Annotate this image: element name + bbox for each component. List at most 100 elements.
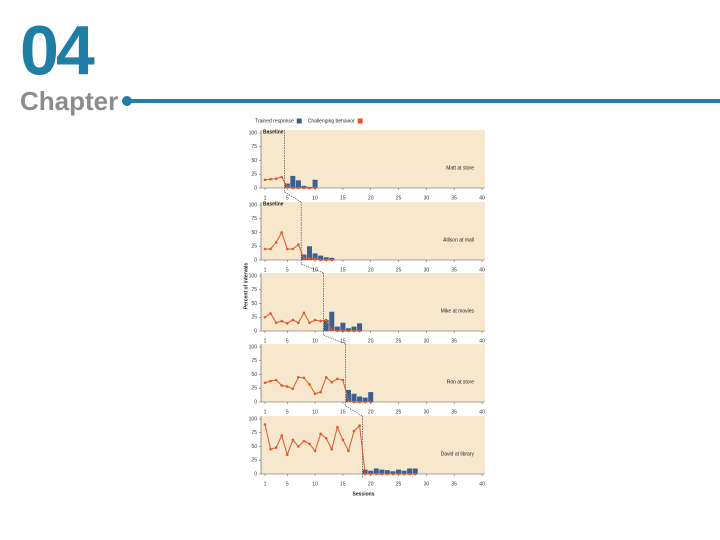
x-tick-label: 15 bbox=[340, 338, 346, 344]
chapter-label: Chapter bbox=[20, 86, 118, 116]
panel-label: Mike at movies bbox=[441, 308, 475, 314]
point bbox=[313, 257, 317, 261]
point bbox=[347, 449, 350, 453]
x-tick-label: 30 bbox=[424, 481, 430, 487]
point bbox=[352, 400, 356, 404]
bar bbox=[368, 392, 374, 402]
point bbox=[291, 438, 295, 442]
point bbox=[319, 432, 322, 436]
bar bbox=[323, 257, 329, 260]
bar bbox=[401, 470, 407, 474]
point bbox=[302, 376, 306, 380]
point bbox=[269, 247, 272, 251]
phase-connector bbox=[345, 405, 363, 417]
point bbox=[369, 472, 373, 476]
point bbox=[269, 379, 272, 383]
bar bbox=[384, 470, 390, 474]
point bbox=[330, 258, 334, 262]
y-tick-label: 0 bbox=[254, 257, 257, 263]
x-tick-label: 35 bbox=[451, 481, 457, 487]
x-tick-label: 1 bbox=[264, 338, 267, 344]
x-tick-label: 15 bbox=[340, 267, 346, 273]
y-tick-label: 25 bbox=[251, 386, 257, 392]
y-tick-label: 0 bbox=[254, 399, 257, 405]
y-tick-label: 100 bbox=[249, 273, 258, 279]
point bbox=[330, 380, 334, 384]
x-tick-label: 35 bbox=[451, 195, 457, 201]
x-tick-label: 10 bbox=[312, 481, 318, 487]
point bbox=[291, 186, 295, 190]
x-tick-label: 25 bbox=[396, 409, 402, 415]
x-tick-label: 40 bbox=[479, 409, 485, 415]
point bbox=[263, 381, 267, 385]
point bbox=[313, 186, 317, 190]
point bbox=[285, 322, 289, 325]
point bbox=[285, 385, 289, 388]
point bbox=[308, 257, 311, 260]
x-tick-label: 15 bbox=[340, 195, 346, 201]
y-tick-label: 100 bbox=[249, 416, 258, 422]
bar bbox=[345, 328, 351, 331]
x-tick-label: 5 bbox=[286, 338, 289, 344]
point bbox=[352, 429, 356, 433]
x-tick-label: 10 bbox=[312, 195, 318, 201]
x-tick-label: 1 bbox=[264, 267, 267, 273]
header-dot bbox=[122, 96, 132, 106]
x-tick-label: 30 bbox=[424, 195, 430, 201]
point bbox=[336, 377, 339, 381]
point bbox=[330, 447, 334, 451]
x-tick-label: 40 bbox=[479, 195, 485, 201]
point bbox=[280, 434, 283, 437]
point bbox=[308, 321, 311, 325]
line bbox=[264, 176, 316, 189]
legend-label: Challenging behavior bbox=[308, 118, 355, 124]
line bbox=[264, 424, 416, 475]
point bbox=[358, 329, 361, 333]
bar bbox=[290, 175, 296, 188]
x-tick-label: 25 bbox=[396, 338, 402, 344]
point bbox=[313, 392, 317, 396]
point bbox=[308, 442, 311, 446]
y-tick-label: 75 bbox=[251, 430, 257, 436]
bar bbox=[362, 397, 368, 402]
panel-label: Allison at mall bbox=[443, 237, 474, 243]
plot-area bbox=[261, 273, 485, 331]
point bbox=[297, 243, 300, 246]
x-tick-label: 40 bbox=[479, 338, 485, 344]
bar bbox=[329, 311, 335, 331]
point bbox=[380, 472, 384, 476]
bar bbox=[312, 179, 318, 188]
point bbox=[274, 177, 278, 180]
point bbox=[269, 447, 272, 451]
point bbox=[408, 472, 411, 476]
bar bbox=[368, 470, 374, 474]
bar bbox=[412, 468, 418, 474]
point bbox=[402, 472, 406, 476]
point bbox=[285, 185, 289, 189]
x-axis-label: Sessions bbox=[353, 491, 375, 497]
point bbox=[302, 257, 306, 260]
phase-title: Baseline bbox=[263, 201, 284, 207]
point bbox=[285, 247, 289, 251]
x-tick-label: 35 bbox=[451, 338, 457, 344]
x-tick-label: 40 bbox=[479, 267, 485, 273]
point bbox=[274, 321, 278, 325]
point bbox=[336, 425, 339, 429]
point bbox=[291, 387, 295, 391]
x-tick-label: 1 bbox=[264, 481, 267, 487]
point bbox=[297, 321, 300, 325]
point bbox=[263, 423, 267, 426]
bar bbox=[340, 322, 346, 331]
x-tick-label: 10 bbox=[312, 409, 318, 415]
chapter-number: 04 bbox=[20, 11, 95, 89]
y-tick-label: 100 bbox=[249, 130, 258, 136]
point bbox=[363, 400, 367, 404]
point bbox=[302, 311, 306, 315]
point bbox=[324, 318, 328, 322]
x-tick-label: 35 bbox=[451, 409, 457, 415]
point bbox=[391, 472, 395, 476]
y-tick-label: 75 bbox=[251, 358, 257, 364]
point bbox=[319, 390, 322, 394]
